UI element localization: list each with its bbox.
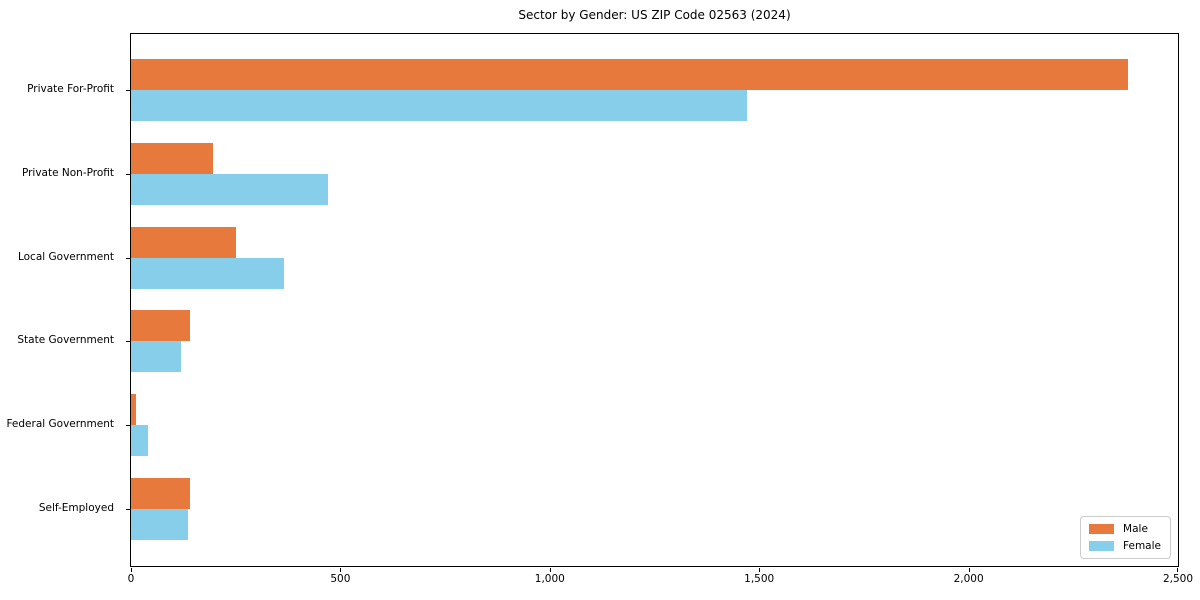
y-label-state-government: State Government (17, 334, 114, 347)
bar-female-state-government (131, 341, 182, 373)
bar-male-self-employed (131, 478, 190, 509)
plot-area: Male Female 0 500 1,000 1,500 2,000 2,500 (126, 33, 1193, 585)
y-tick-private-non-profit (126, 173, 130, 175)
x-tick-2-000 (968, 568, 970, 572)
bar-male-private-non-profit (131, 142, 213, 174)
bar-male-private-for-profit (131, 59, 1128, 90)
y-label-local-government: Local Government (17, 250, 114, 263)
x-label-500: 500 (330, 573, 351, 585)
x-label-1-000: 1,000 (534, 573, 565, 585)
x-tick-2-500 (1177, 568, 1178, 572)
x-label-2-000: 2,000 (953, 573, 984, 585)
x-label-0: 0 (127, 573, 135, 585)
y-axis-labels: Private For-Profit Private Non-Profit Loca… (0, 33, 122, 565)
x-label-2-500: 2,500 (1162, 573, 1194, 585)
bar-female-private-for-profit (131, 90, 747, 121)
x-tick-500 (340, 568, 342, 572)
y-tick-private-for-profit (126, 90, 130, 91)
bar-male-state-government (131, 310, 190, 342)
legend-item-male: Male (1089, 523, 1161, 535)
x-tick-1-000 (549, 568, 551, 572)
x-tick-0 (131, 568, 132, 572)
bar-female-private-non-profit (131, 173, 328, 205)
legend-label-female: Female (1123, 540, 1161, 552)
chart-title: Sector by Gender: US ZIP Code 02563 (202… (518, 8, 791, 22)
legend-swatch-male (1089, 524, 1115, 534)
legend-item-female: Female (1089, 540, 1161, 552)
y-tick-local-government (126, 257, 130, 259)
bar-male-federal-government (131, 394, 136, 426)
y-tick-self-employed (126, 509, 130, 510)
legend-label-male: Male (1123, 523, 1148, 535)
x-tick-1-500 (759, 568, 761, 572)
bar-female-self-employed (131, 509, 188, 540)
bar-male-local-government (131, 226, 236, 258)
y-tick-federal-government (126, 425, 130, 427)
x-label-1-500: 1,500 (744, 573, 775, 585)
legend-swatch-female (1089, 541, 1115, 551)
y-label-federal-government: Federal Government (6, 418, 114, 431)
y-label-private-for-profit: Private For-Profit (27, 83, 114, 95)
bar-female-federal-government (131, 425, 148, 457)
bar-female-local-government (131, 257, 284, 289)
y-tick-state-government (126, 341, 130, 343)
legend: Male Female (1080, 516, 1171, 559)
y-label-private-non-profit: Private Non-Profit (21, 166, 114, 179)
y-label-self-employed: Self-Employed (38, 502, 114, 514)
